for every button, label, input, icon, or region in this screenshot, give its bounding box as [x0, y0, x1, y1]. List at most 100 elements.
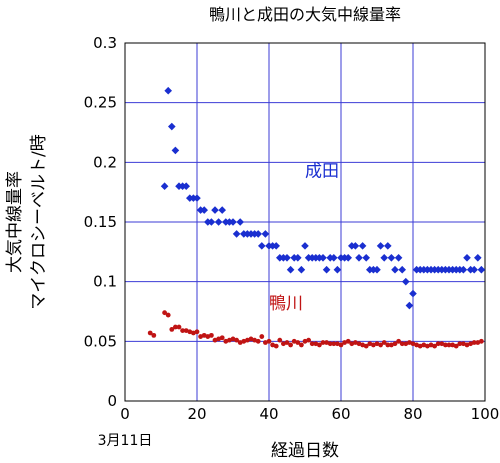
data-point [162, 310, 168, 316]
data-point [342, 340, 347, 345]
data-point [254, 230, 262, 238]
data-point [380, 254, 388, 262]
data-point [398, 265, 406, 274]
data-point [403, 341, 409, 347]
data-point [384, 242, 392, 250]
data-point [176, 324, 182, 330]
data-point [371, 342, 376, 348]
data-point [234, 337, 240, 343]
data-point [229, 218, 237, 226]
data-point [165, 312, 171, 318]
plot-frame [124, 42, 486, 402]
y-tick-label: 0.15 [84, 213, 117, 231]
data-point [200, 206, 208, 214]
data-point [330, 254, 338, 262]
data-point [407, 340, 412, 345]
data-point [230, 336, 236, 342]
data-point [169, 327, 175, 332]
data-point [272, 242, 280, 250]
data-point [360, 342, 365, 348]
data-point [461, 341, 466, 347]
data-point [331, 341, 337, 347]
data-point [459, 265, 468, 274]
data-point [387, 254, 396, 262]
data-point [171, 146, 180, 155]
data-point [345, 338, 351, 344]
data-point [391, 265, 399, 274]
data-point [470, 265, 478, 274]
data-point [435, 341, 441, 347]
data-point [410, 341, 416, 347]
data-point [288, 342, 293, 348]
data-point [151, 332, 157, 338]
data-point [425, 343, 430, 349]
data-point [270, 342, 275, 348]
data-point [414, 342, 419, 348]
data-point [245, 337, 250, 343]
data-point [428, 342, 434, 348]
data-point [327, 341, 333, 347]
data-point [294, 254, 302, 262]
data-point [248, 336, 254, 342]
data-point [183, 328, 189, 333]
data-point [277, 337, 283, 343]
data-point [367, 341, 373, 347]
data-point [333, 265, 342, 274]
data-point [320, 340, 326, 345]
data-point [284, 340, 290, 345]
data-point [232, 230, 241, 238]
data-point [258, 242, 266, 250]
data-point [421, 342, 427, 348]
data-point [324, 340, 329, 345]
data-point [457, 341, 463, 347]
data-point [362, 254, 370, 262]
x-start-date-note: 3月11日 [98, 433, 153, 449]
data-point [479, 338, 484, 344]
data-point [453, 343, 459, 349]
data-point [319, 254, 327, 262]
data-point [409, 289, 417, 298]
series-2-points [147, 310, 484, 349]
data-point [464, 342, 470, 348]
y-tick-label: 0.2 [93, 153, 117, 171]
data-point [194, 329, 200, 335]
data-point [353, 340, 358, 345]
data-point [255, 338, 261, 344]
data-point [168, 122, 176, 131]
data-point [263, 340, 268, 345]
y-axis-label-line-1: 大気中線量率 [5, 171, 25, 273]
data-point [266, 338, 272, 344]
data-point [237, 340, 243, 345]
data-point [306, 337, 311, 343]
data-point [313, 341, 319, 347]
data-point [385, 342, 391, 348]
data-point [394, 254, 403, 262]
data-point [402, 277, 410, 286]
data-points [147, 86, 486, 349]
data-point [212, 337, 218, 343]
data-point [209, 332, 214, 338]
data-point [301, 242, 309, 250]
data-point [432, 343, 437, 349]
data-point [392, 341, 398, 347]
data-point [201, 332, 207, 338]
data-point [193, 194, 201, 202]
data-point [474, 254, 482, 262]
data-point [335, 341, 340, 347]
data-point [356, 341, 362, 347]
data-point [182, 182, 190, 190]
y-tick-label: 0.05 [84, 332, 117, 350]
y-tick-label: 0 [107, 392, 117, 410]
data-point [349, 341, 355, 347]
grid [125, 43, 485, 401]
data-point [475, 340, 481, 345]
data-point [351, 242, 360, 250]
data-point [439, 341, 445, 347]
data-point [363, 343, 369, 349]
data-point [283, 254, 291, 262]
data-point [376, 242, 385, 250]
data-point [297, 265, 306, 274]
y-axis-ticks: 0 0.05 0.1 0.15 0.2 0.25 0.3 [84, 34, 117, 410]
data-point [273, 343, 279, 349]
data-point [236, 218, 244, 226]
